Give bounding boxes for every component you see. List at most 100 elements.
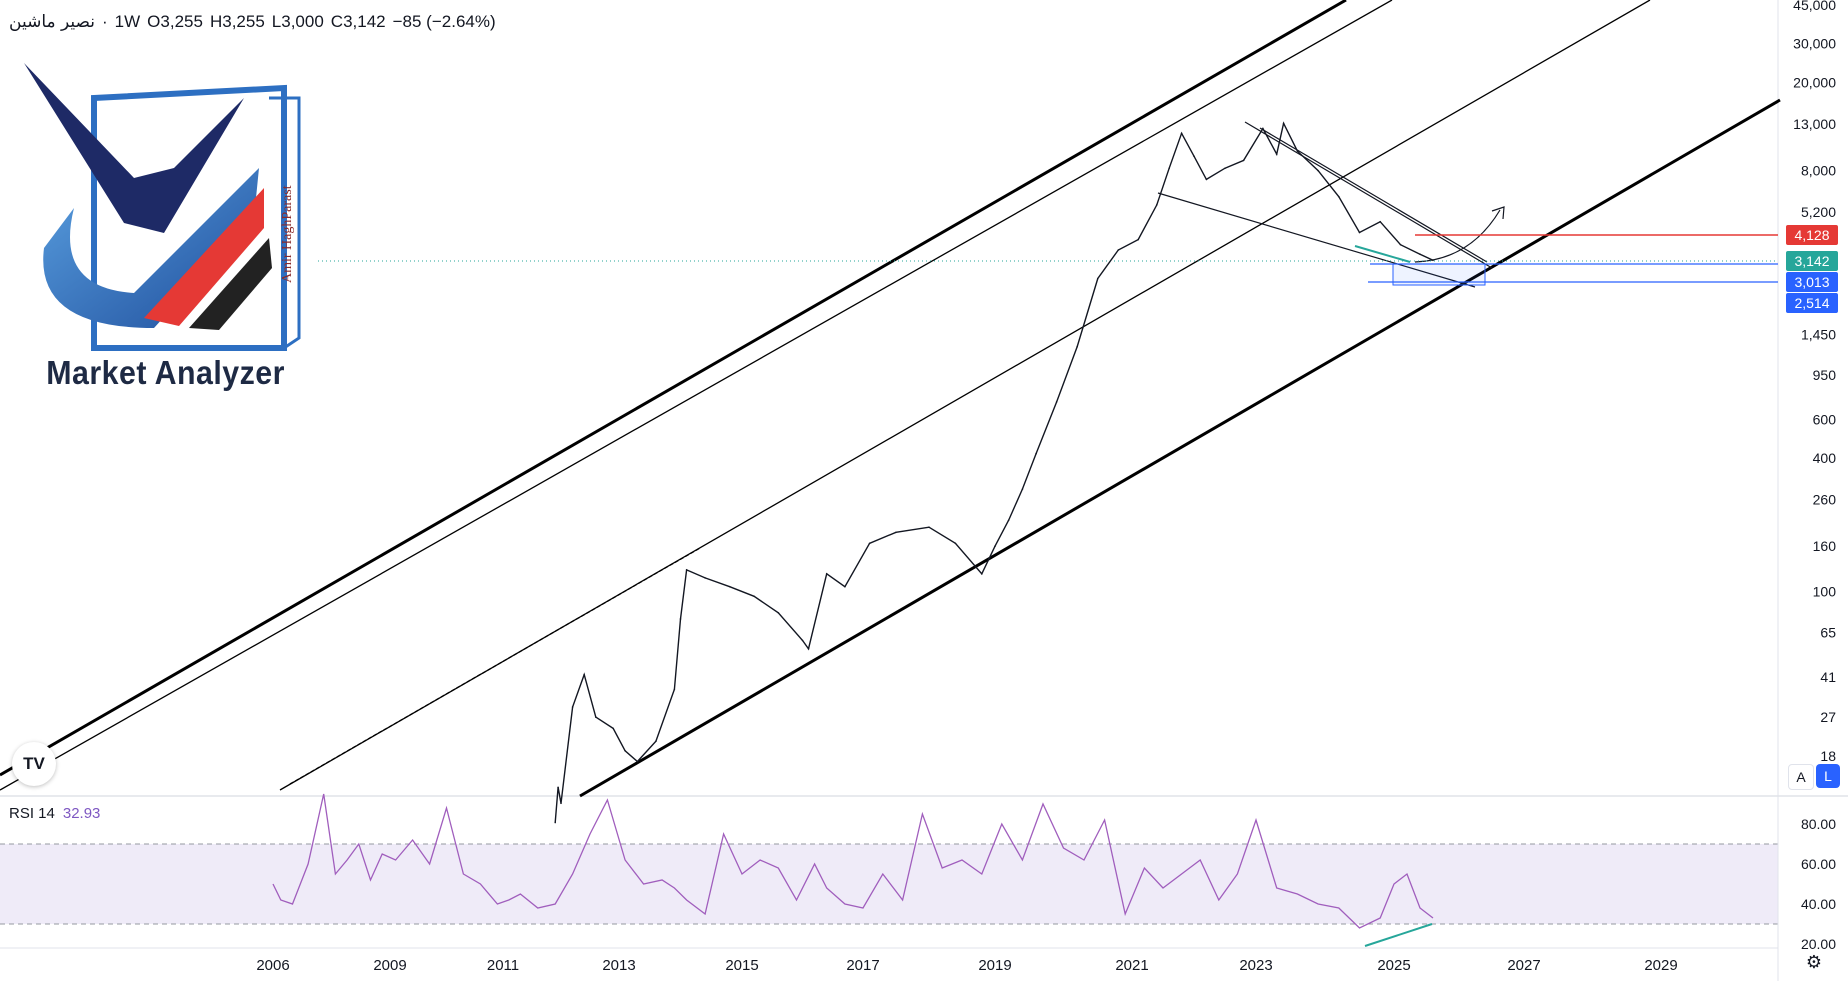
price-tag-bg — [1786, 251, 1838, 271]
rsi-label: RSI 14 — [9, 805, 55, 822]
ohlc-high: H3,255 — [209, 12, 265, 31]
rsi-band — [0, 844, 1778, 924]
symbol-legend[interactable]: نصیر ماشین · 1W O3,255 H3,255 L3,000 C3,… — [9, 12, 496, 32]
price-point — [1275, 153, 1278, 155]
rsi-value: 32.93 — [62, 805, 101, 822]
price-axis-label: 27 — [1820, 709, 1836, 725]
price-point — [583, 673, 585, 676]
price-tag-label[interactable]: 3,013 — [1794, 274, 1829, 290]
rsi-axis-label: 80.00 — [1801, 816, 1836, 832]
price-tag-label[interactable]: 2,514 — [1794, 295, 1829, 311]
interval-label[interactable]: 1W — [114, 12, 141, 31]
price-axis-label: 950 — [1813, 367, 1837, 383]
price-axis-label: 20,000 — [1793, 75, 1836, 91]
price-point — [1137, 238, 1139, 241]
wedge-pattern[interactable] — [1157, 121, 1505, 288]
price-point — [1156, 204, 1158, 206]
price-point — [801, 639, 804, 642]
price-series-line[interactable] — [554, 121, 1434, 823]
wedge-upper-line-2[interactable] — [1259, 127, 1488, 263]
time-axis-label: 2015 — [725, 957, 758, 974]
price-point — [1007, 519, 1010, 521]
price-tag-label[interactable]: 4,128 — [1794, 227, 1829, 243]
price-point — [1282, 122, 1285, 125]
price-point — [636, 760, 639, 763]
log-scale-button[interactable]: L — [1816, 764, 1840, 788]
price-point — [1076, 345, 1078, 348]
channel-upper-outer[interactable] — [0, 0, 1347, 777]
price-point — [1432, 259, 1434, 262]
auto-scale-button[interactable]: A — [1788, 764, 1814, 790]
price-point — [554, 821, 556, 824]
price-point — [1035, 452, 1037, 455]
price-point — [1379, 220, 1381, 223]
price-axis-label: 600 — [1813, 411, 1837, 427]
symbol-name[interactable]: نصیر ماشین — [9, 12, 95, 32]
logo-brand-text: Market Analyzer — [46, 354, 285, 391]
price-tag-bg — [1786, 293, 1838, 313]
price-point — [624, 750, 626, 752]
price-axis-label: 100 — [1813, 583, 1837, 599]
price-point — [1055, 401, 1058, 403]
rsi-legend[interactable]: RSI 14 32.93 — [9, 805, 100, 822]
settings-gear-icon[interactable]: ⚙ — [1805, 952, 1823, 972]
logo-author: Amir HaghParast — [280, 185, 295, 283]
price-point — [1168, 167, 1170, 170]
time-axis-label: 2023 — [1239, 957, 1272, 974]
price-point — [679, 618, 682, 620]
price-point — [1399, 243, 1402, 246]
tradingview-logo[interactable]: TV — [12, 742, 56, 786]
price-axis-label: 30,000 — [1793, 36, 1836, 52]
price-point — [895, 531, 897, 534]
price-point — [685, 569, 688, 571]
ohlc-change: −85 (−2.64%) — [392, 12, 496, 31]
price-axis-label: 13,000 — [1793, 116, 1836, 132]
price-point — [844, 585, 846, 588]
price-point — [704, 577, 706, 579]
time-axis-label: 2006 — [256, 957, 289, 974]
time-axis-label: 2027 — [1507, 957, 1540, 974]
channel-lower[interactable] — [579, 98, 1781, 798]
price-tag-label[interactable]: 3,142 — [1794, 253, 1829, 269]
price-point — [807, 647, 810, 650]
breakout-arrow[interactable] — [1414, 209, 1501, 263]
price-axis-label: 65 — [1820, 625, 1836, 641]
legend-separator: · — [102, 12, 108, 31]
rsi-axis-label: 20.00 — [1801, 936, 1836, 952]
price-point — [595, 716, 597, 718]
channel-median[interactable] — [279, 0, 1651, 791]
time-axis-label: 2025 — [1377, 957, 1410, 974]
price-point — [868, 542, 871, 545]
ohlc-open: O3,255 — [147, 12, 203, 31]
price-axis-label: 8,000 — [1801, 163, 1836, 179]
wedge-upper-line[interactable] — [1244, 121, 1493, 269]
price-point — [1338, 195, 1340, 198]
rsi-axis-label: 40.00 — [1801, 896, 1836, 912]
ohlc-close: C3,142 — [330, 12, 386, 31]
channel-lines[interactable] — [0, 0, 1781, 798]
time-axis-label: 2021 — [1115, 957, 1148, 974]
price-axis-label: 5,200 — [1801, 204, 1836, 220]
channel-median-dashed[interactable] — [289, 547, 701, 785]
price-point — [571, 706, 574, 708]
rsi-series-line[interactable] — [272, 793, 1434, 929]
price-point — [1419, 253, 1421, 255]
price-tag-bg — [1786, 225, 1838, 245]
price-point — [1117, 249, 1120, 251]
price-point — [1096, 277, 1099, 280]
price-point — [1296, 150, 1299, 152]
price-point — [1358, 231, 1361, 234]
wedge-lower-line[interactable] — [1157, 192, 1476, 288]
time-axis-label: 2017 — [846, 957, 879, 974]
time-axis-label: 2009 — [373, 957, 406, 974]
price-point — [1193, 155, 1195, 157]
channel-upper-inner[interactable] — [0, 0, 1393, 791]
rsi-divergence-line[interactable] — [1364, 923, 1433, 947]
market-analyzer-logo: Amir HaghParast — [24, 63, 301, 351]
price-point — [777, 611, 780, 614]
price-axis-label: 45,000 — [1793, 0, 1836, 13]
price-axis-label: 1,450 — [1801, 327, 1836, 343]
price-point — [1242, 159, 1245, 162]
price-point — [753, 595, 755, 598]
